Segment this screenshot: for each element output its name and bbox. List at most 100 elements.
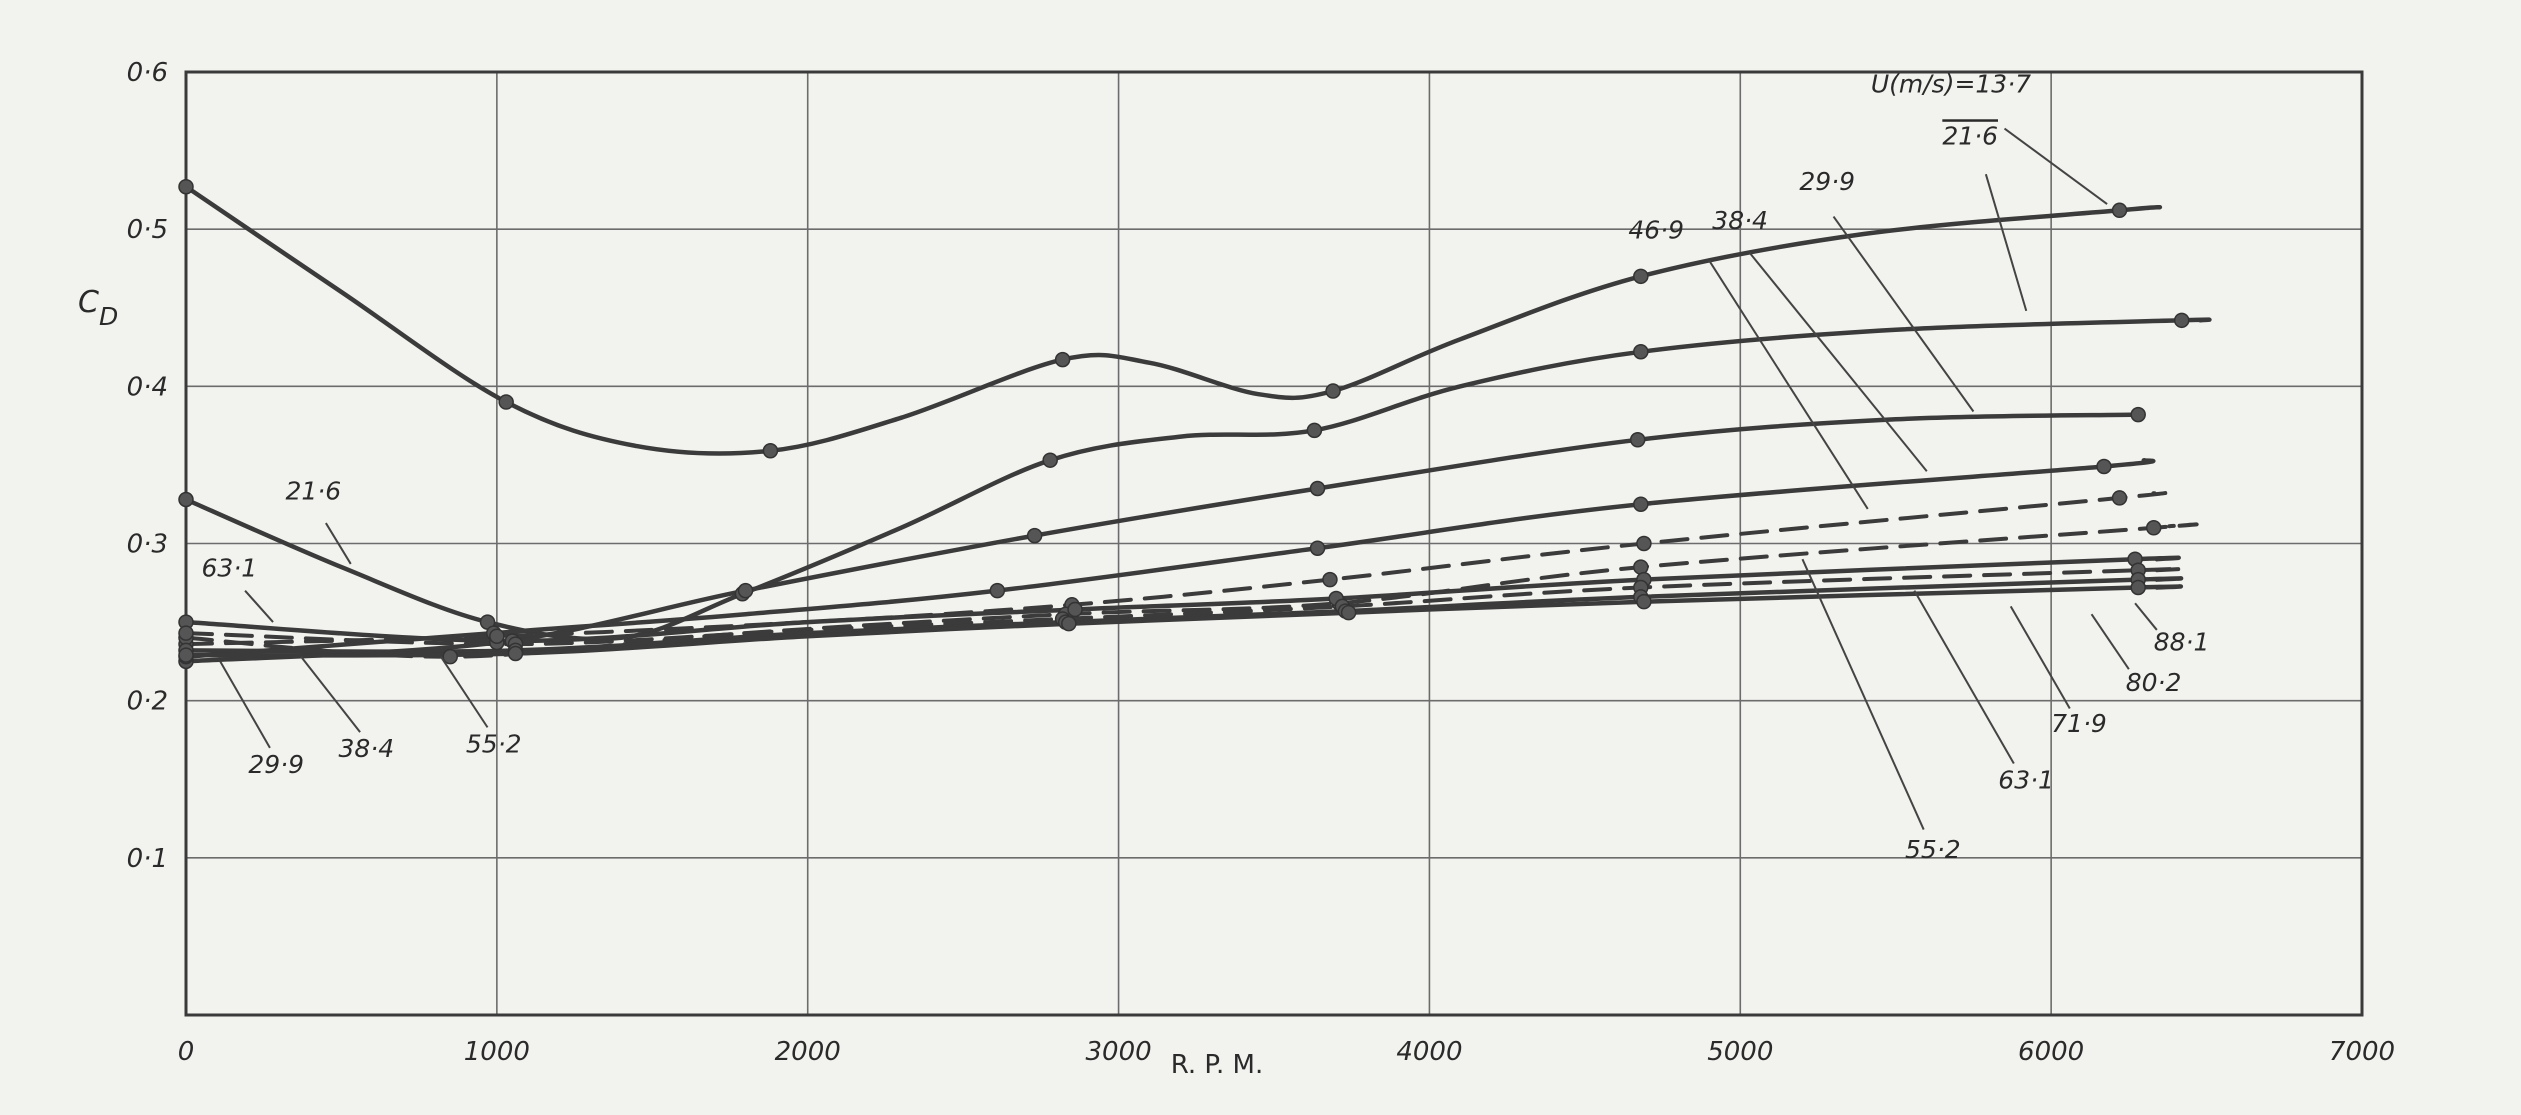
leader-line-7 [219,660,271,749]
data-point-46-9-4 [1636,535,1652,552]
x-tick-label-2000: 2000 [775,1037,841,1067]
y-tick-label-0-3: 0·3 [127,530,168,560]
y-tick-label-0-1: 0·1 [127,844,168,874]
leader-line-5 [325,522,352,565]
data-point-88-1-5 [2130,579,2146,596]
x-tick-label-6000: 6000 [2018,1037,2084,1067]
data-point-13-7-1 [498,394,514,410]
x-tick-label-1000: 1000 [464,1037,530,1067]
series-line-88-1 [183,584,2184,658]
data-point-21-6-4 [1306,422,1323,439]
series-line-55-2 [184,522,2199,659]
data-point-46-9-3 [1322,571,1338,588]
leader-line-6 [244,589,274,623]
annotation-38-4-3: 38·4 [1712,206,1768,235]
y-axis-label-main: C [78,285,99,320]
data-point-88-1-3 [1340,604,1357,621]
data-point-38-4-2 [989,582,1006,599]
annotation-88-1-10: 88·1 [2154,627,2210,656]
data-point-38-4-5 [2096,458,2112,475]
data-point-21-6-5 [1633,344,1649,360]
annotation-55-2-9: 55·2 [466,730,522,759]
leader-line-8 [300,656,361,733]
series-line-38-4 [183,457,2156,659]
plot-frame [184,70,2364,1017]
data-point-21-6-3 [1042,452,1058,468]
leader-line-10 [2134,602,2158,631]
data-point-63-1-2 [1067,601,1083,618]
leader-line-1 [1984,173,2028,312]
data-point-29-9-4 [1309,480,1326,497]
leader-line-2 [1832,216,1975,413]
data-point-55-2-5 [2145,520,2162,536]
x-tick-label-5000: 5000 [1707,1037,1773,1067]
x-tick-label-3000: 3000 [1085,1037,1151,1067]
annotation-38-4-8: 38·4 [338,734,394,763]
data-point-38-4-4 [1633,496,1649,512]
annotation-29-9-7: 29·9 [248,750,304,779]
annotation-U-m-s-13-7-0: U(m/s)=13·7 [1871,69,2031,98]
y-axis-label-subscript: D [99,302,118,331]
series-line-71-9 [184,566,2184,647]
data-point-38-4-3 [1309,540,1326,556]
leader-line-9 [440,656,489,728]
data-point-88-1-1 [507,645,524,662]
annotation-21-6-1: 21·6 [1942,121,1998,150]
leader-line-0 [2003,127,2108,205]
annotation-80-2-11: 80·2 [2126,668,2182,697]
y-axis-label: CD [78,285,118,331]
y-tick-label-0-5: 0·5 [127,215,168,245]
data-point-55-2-1 [442,648,458,665]
data-curves [183,184,2212,664]
annotation-71-9-12: 71·9 [2051,709,2107,738]
x-tick-label-7000: 7000 [2329,1037,2395,1067]
data-point-13-7-3 [1054,351,1071,368]
series-line-21-6 [183,317,2212,642]
leader-line-3 [1748,252,1928,472]
leader-line-12 [2009,605,2071,710]
data-point-29-9-5 [1629,432,1646,448]
y-tick-label-0-6: 0·6 [127,58,168,88]
data-point-46-9-5 [2111,490,2128,506]
series-line-46-9 [184,490,2169,647]
annotation-leaders [219,127,2158,830]
data-points [178,178,2190,670]
data-point-88-1-4 [1636,593,1652,610]
series-line-29-9 [183,412,2141,664]
data-point-13-7-6 [2111,202,2128,219]
leader-line-11 [2090,613,2130,670]
leader-line-14 [1801,558,1925,830]
data-point-21-6-0 [178,491,194,508]
data-point-29-9-6 [2130,406,2146,423]
annotation-29-9-2: 29·9 [1799,167,1855,196]
data-point-88-1-0 [178,647,194,663]
annotation-21-6-5: 21·6 [285,476,341,505]
data-point-29-9-2 [737,582,754,599]
x-tick-label-0: 0 [178,1037,195,1067]
series-line-13-7 [183,184,2163,456]
y-tick-label-0-2: 0·2 [127,687,168,717]
annotation-55-2-14: 55·2 [1905,835,1961,864]
curve-annotations: U(m/s)=13·7 21·6 29·9 38·4 46·9 21·6 63·1 29·9 3… [202,69,2210,863]
data-point-88-1-2 [1061,615,1077,632]
data-point-13-7-0 [178,178,194,195]
data-point-21-6-6 [2173,312,2190,329]
annotation-63-1-13: 63·1 [1998,766,2054,795]
data-point-46-9-1 [489,628,505,644]
x-tick-label-4000: 4000 [1396,1037,1462,1067]
data-point-13-7-2 [762,443,779,459]
series-line-63-1 [183,555,2181,644]
grid-lines [186,72,2362,1015]
data-point-29-9-3 [1026,527,1043,544]
data-point-71-9-0 [178,625,194,641]
data-point-55-2-4 [1633,559,1649,575]
data-point-13-7-4 [1325,383,1341,399]
tick-labels: 0 1000 2000 3000 4000 5000 6000 7000 0·1 0·2 0·3 0·… [127,58,2395,1067]
leader-line-13 [1913,590,2015,765]
annotation-46-9-4: 46·9 [1628,216,1684,245]
x-axis-label: R. P. M. [1171,1050,1264,1080]
annotation-63-1-6: 63·1 [202,554,258,583]
leader-line-4 [1708,260,1869,510]
data-point-13-7-5 [1633,268,1649,285]
